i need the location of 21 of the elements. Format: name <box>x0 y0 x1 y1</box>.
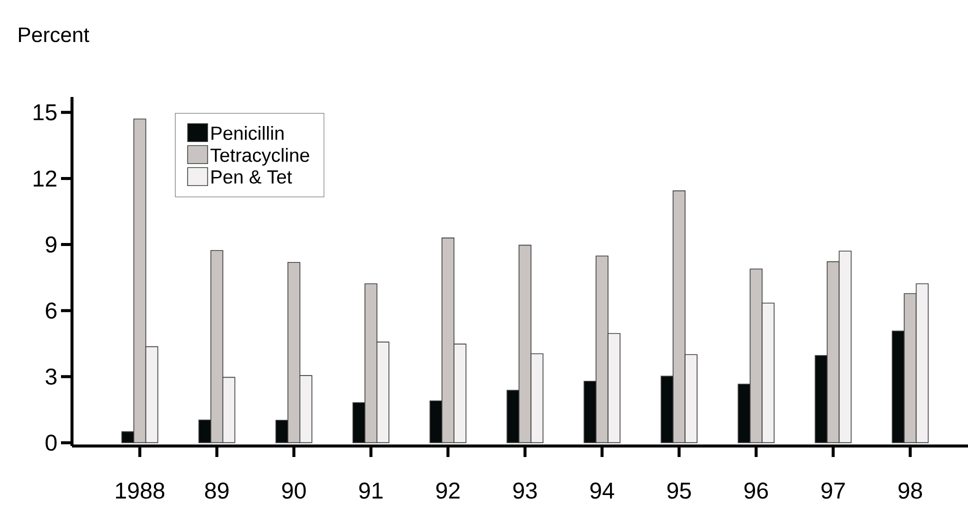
y-tick-label: 3 <box>46 368 56 385</box>
legend-label: Tetracycline <box>210 148 310 166</box>
x-tick-label: 94 <box>590 482 614 499</box>
x-tick-label: 93 <box>513 482 537 499</box>
x-tick-label: 89 <box>205 482 228 499</box>
legend-label: Penicillin <box>212 126 284 140</box>
x-tick-label: 91 <box>359 482 383 499</box>
y-tick-label: 6 <box>46 302 56 319</box>
y-tick-label: 9 <box>46 236 56 253</box>
y-tick-label: 15 <box>34 104 57 120</box>
x-tick-label: 96 <box>744 482 768 499</box>
y-tick-label: 12 <box>34 170 56 186</box>
x-tick-label: 1988 <box>116 482 164 499</box>
x-tick-label: 98 <box>898 482 922 499</box>
x-tick-label: 95 <box>667 482 691 499</box>
y-tick-label: 0 <box>46 434 57 451</box>
legend-label: Pen & Tet <box>212 170 292 184</box>
x-tick-label: 92 <box>436 482 460 499</box>
x-tick-label: 90 <box>282 482 306 499</box>
y-axis-title: Percent <box>18 28 90 42</box>
x-tick-label: 97 <box>822 482 845 499</box>
